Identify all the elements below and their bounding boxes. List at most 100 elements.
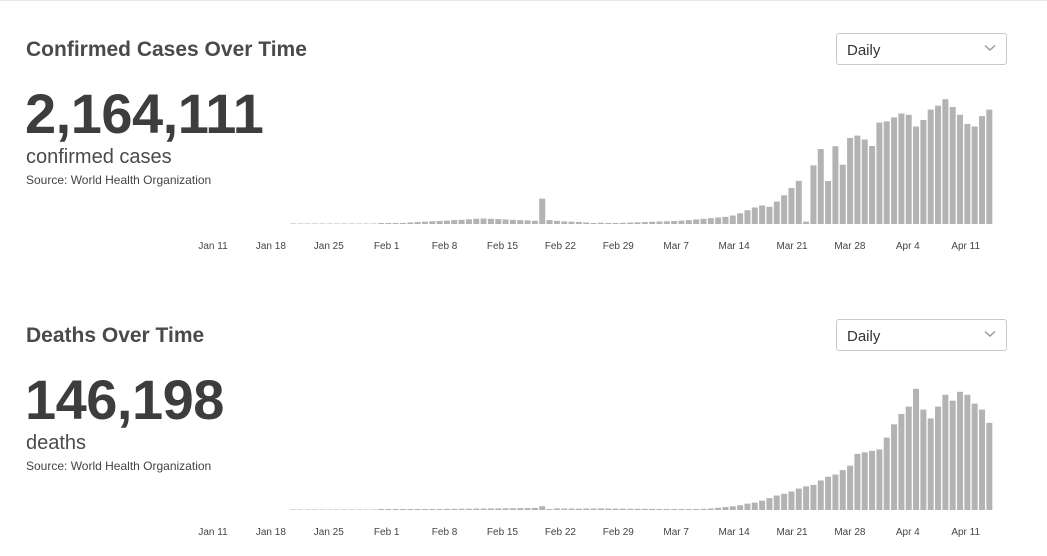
confirmed-cases-interval-select[interactable]: Daily (836, 33, 1007, 65)
cases-bar (759, 205, 766, 224)
cases-bar (854, 135, 861, 224)
deaths-bar (443, 508, 450, 510)
cases-bar (473, 218, 480, 224)
deaths-bar (429, 509, 436, 510)
deaths-bar (326, 509, 333, 510)
deaths-bar (370, 509, 377, 510)
cases-bar (869, 146, 876, 224)
cases-x-tick-label: Feb 8 (432, 241, 458, 252)
cases-bar (319, 223, 326, 224)
cases-bar (348, 223, 355, 224)
cases-bar (663, 221, 670, 224)
deaths-bar (531, 507, 538, 510)
cases-bar (949, 107, 956, 224)
deaths-bar (847, 465, 854, 510)
deaths-x-tick-label: Mar 21 (776, 527, 808, 538)
deaths-bar (729, 506, 736, 510)
deaths-bar (700, 508, 707, 510)
cases-bar (553, 220, 560, 224)
deaths-bar (927, 418, 934, 510)
deaths-bar (627, 508, 634, 510)
cases-bar (465, 219, 472, 224)
deaths-bar (641, 508, 648, 510)
deaths-bar (744, 503, 751, 510)
deaths-bar (685, 508, 692, 510)
cases-bar (964, 123, 971, 224)
cases-bar (546, 220, 553, 224)
top-divider (0, 0, 1047, 1)
cases-bar (290, 223, 296, 224)
deaths-bar (333, 509, 340, 510)
deaths-bar (942, 394, 949, 510)
cases-bar (568, 221, 575, 224)
confirmed-cases-interval-value: Daily (847, 42, 881, 59)
deaths-total: 146,198 (25, 368, 224, 431)
cases-bar (707, 218, 714, 224)
cases-bar (649, 221, 656, 224)
deaths-bar (737, 505, 744, 510)
deaths-x-tick-label: Apr 11 (951, 527, 980, 538)
deaths-bar (355, 509, 362, 510)
cases-bar (847, 137, 854, 224)
cases-bar (883, 121, 890, 224)
deaths-bar (553, 508, 560, 511)
deaths-bar (597, 508, 604, 511)
cases-x-tick-label: Feb 29 (603, 241, 635, 252)
deaths-x-tick-label: Feb 22 (545, 527, 577, 538)
deaths-bar (348, 509, 355, 510)
cases-bar (597, 222, 604, 224)
deaths-bar (722, 507, 729, 510)
cases-bar (429, 221, 436, 224)
cases-x-tick-label: Mar 7 (663, 241, 689, 252)
cases-bar (370, 223, 377, 224)
deaths-bar (480, 508, 487, 510)
deaths-bar (649, 508, 656, 510)
chevron-down-icon (984, 330, 996, 337)
cases-bar (913, 126, 920, 224)
cases-bar (480, 218, 487, 224)
deaths-bar (458, 508, 465, 510)
cases-bar (979, 116, 986, 224)
cases-x-tick-label: Apr 4 (896, 241, 920, 252)
deaths-bar (612, 508, 619, 510)
deaths-bar (517, 508, 524, 510)
cases-bar (971, 126, 978, 224)
deaths-bar (399, 509, 406, 510)
cases-bar (385, 223, 392, 224)
cases-bar (927, 109, 934, 224)
deaths-bar (619, 508, 626, 510)
deaths-bar (986, 422, 993, 510)
deaths-bar (839, 470, 846, 510)
deaths-bar (311, 509, 318, 510)
cases-bar (399, 222, 406, 224)
deaths-x-tick-label: Apr 4 (896, 527, 920, 538)
deaths-x-tick-label: Feb 1 (374, 527, 400, 538)
deaths-bar (634, 508, 641, 510)
cases-bar (803, 221, 810, 224)
deaths-x-tick-label: Jan 25 (314, 527, 344, 538)
cases-x-tick-label: Jan 25 (314, 241, 344, 252)
cases-bar (737, 213, 744, 224)
deaths-bar (803, 486, 810, 510)
cases-bar (905, 114, 912, 224)
deaths-interval-select[interactable]: Daily (836, 319, 1007, 351)
deaths-label: deaths (26, 432, 87, 454)
cases-bar (957, 114, 964, 224)
deaths-bar (759, 500, 766, 510)
deaths-bar (392, 509, 399, 510)
cases-bar (421, 221, 428, 224)
cases-bar (297, 223, 304, 224)
deaths-bar (913, 388, 920, 510)
cases-bar (817, 149, 824, 224)
deaths-bar (905, 406, 912, 510)
deaths-bar (869, 450, 876, 510)
confirmed-cases-title: Confirmed Cases Over Time (26, 38, 307, 61)
deaths-bar (590, 508, 597, 510)
deaths-x-tick-label: Mar 14 (719, 527, 751, 538)
cases-x-tick-label: Jan 18 (256, 241, 286, 252)
deaths-bar (773, 495, 780, 510)
cases-bar (898, 113, 905, 224)
deaths-bar (495, 508, 502, 511)
cases-bar (781, 195, 788, 224)
chevron-down-icon (984, 44, 996, 51)
